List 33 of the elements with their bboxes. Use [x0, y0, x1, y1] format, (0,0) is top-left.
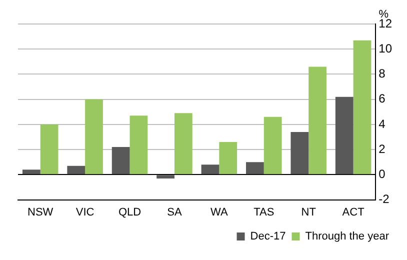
bar	[85, 99, 103, 174]
bar	[67, 166, 86, 174]
bar	[201, 164, 220, 174]
bar	[112, 147, 130, 174]
x-tick-label: VIC	[76, 206, 94, 218]
bar	[264, 116, 282, 174]
bar	[22, 170, 40, 174]
y-tick-label: -2	[378, 192, 390, 206]
x-tick-label: SA	[167, 206, 182, 218]
bar	[174, 113, 192, 174]
y-tick-label: 2	[378, 142, 386, 156]
bar	[246, 162, 264, 174]
x-tick-label: QLD	[118, 206, 142, 218]
bar	[40, 124, 58, 174]
bar	[130, 116, 148, 174]
x-tick-label: WA	[210, 206, 228, 218]
y-tick-label: 6	[378, 92, 386, 106]
x-tick-label: NSW	[28, 206, 54, 218]
bar	[219, 142, 238, 174]
y-tick-label: 0	[378, 167, 386, 181]
x-tick-label: NT	[301, 206, 316, 218]
bar	[353, 40, 372, 174]
legend-label: Dec-17	[250, 230, 286, 243]
x-tick-label: ACT	[342, 206, 365, 218]
y-tick-label: 8	[378, 66, 386, 81]
bar	[290, 132, 309, 174]
x-tick-label: TAS	[254, 206, 274, 218]
bar	[308, 66, 326, 174]
y-tick-label: 4	[378, 116, 386, 131]
legend-label: Through the year	[305, 230, 390, 243]
bar	[335, 96, 354, 174]
bar	[156, 175, 174, 178]
y-tick-label: 10	[378, 41, 392, 56]
